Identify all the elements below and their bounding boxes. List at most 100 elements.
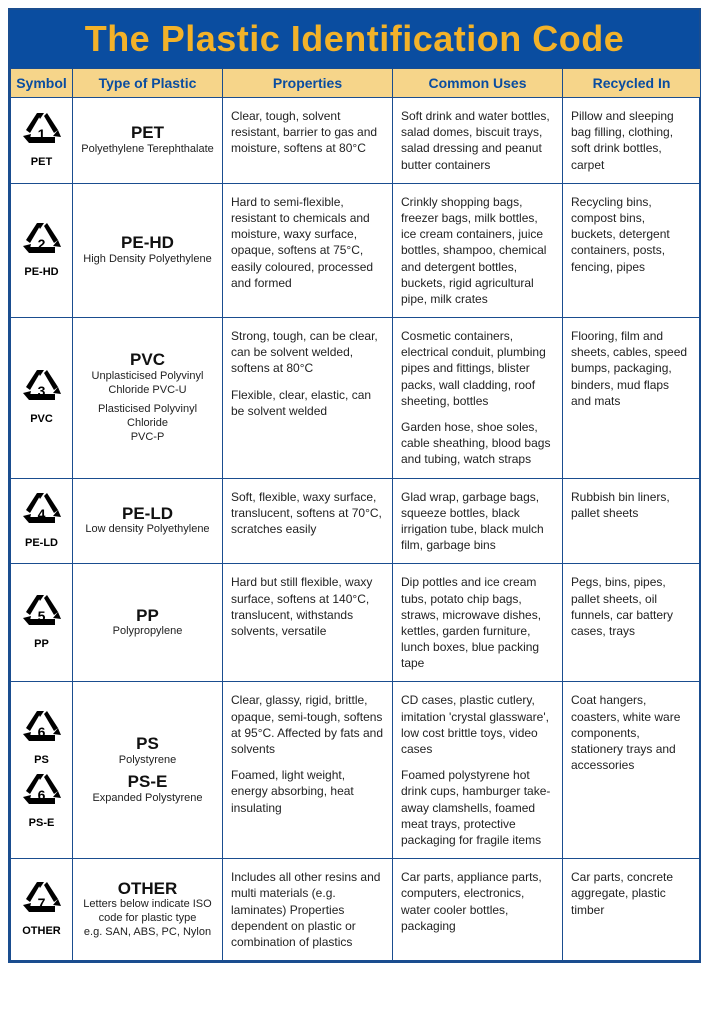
- type-full: Polypropylene: [81, 625, 214, 639]
- recycle-number: 4: [20, 505, 64, 524]
- recycle-number: 5: [20, 607, 64, 626]
- use-text: Cosmetic containers, electrical conduit,…: [401, 328, 554, 409]
- property-text: Strong, tough, can be clear, can be solv…: [231, 328, 384, 377]
- type-full: Plasticised Polyvinyl ChloridePVC-P: [81, 403, 214, 444]
- recycled-cell: Recycling bins, compost bins, buckets, d…: [563, 183, 701, 317]
- recycle-icon: 1: [20, 113, 64, 151]
- uses-cell: Dip pottles and ice cream tubs, potato c…: [393, 564, 563, 682]
- recycled-cell: Coat hangers, coasters, white ware compo…: [563, 682, 701, 859]
- type-abbr: PS: [81, 735, 214, 754]
- table-row: 5 PPPPPolypropyleneHard but still flexib…: [11, 564, 701, 682]
- recycled-cell: Flooring, film and sheets, cables, speed…: [563, 318, 701, 479]
- recycle-label: PE-HD: [20, 267, 64, 278]
- recycle-number: 6: [20, 786, 64, 805]
- recycle-icon: 5: [20, 595, 64, 633]
- recycle-number: 3: [20, 382, 64, 401]
- properties-cell: Includes all other resins and multi mate…: [223, 859, 393, 961]
- recycle-icon: 2: [20, 223, 64, 261]
- use-text: Foamed polystyrene hot drink cups, hambu…: [401, 767, 554, 848]
- uses-cell: Cosmetic containers, electrical conduit,…: [393, 318, 563, 479]
- type-full: Letters below indicate ISO code for plas…: [81, 898, 214, 939]
- table-row: 6 PS 6 PS-EPSPolystyrenePS-EExpanded Pol…: [11, 682, 701, 859]
- property-text: Hard but still flexible, waxy surface, s…: [231, 574, 384, 639]
- type-abbr: OTHER: [81, 880, 214, 899]
- properties-cell: Clear, glassy, rigid, brittle, opaque, s…: [223, 682, 393, 859]
- use-text: Car parts, appliance parts, computers, e…: [401, 869, 554, 934]
- type-cell: OTHERLetters below indicate ISO code for…: [73, 859, 223, 961]
- recycle-label: PP: [20, 639, 64, 650]
- property-text: Flexible, clear, elastic, can be solvent…: [231, 387, 384, 419]
- property-text: Soft, flexible, waxy surface, translucen…: [231, 489, 384, 538]
- type-full: Polyethylene Terephthalate: [81, 143, 214, 157]
- properties-cell: Soft, flexible, waxy surface, translucen…: [223, 478, 393, 564]
- use-text: Dip pottles and ice cream tubs, potato c…: [401, 574, 554, 671]
- type-abbr: PP: [81, 607, 214, 626]
- col-properties: Properties: [223, 69, 393, 98]
- property-text: Includes all other resins and multi mate…: [231, 869, 384, 950]
- symbol-cell: 1 PET: [11, 98, 73, 184]
- symbol-cell: 2 PE-HD: [11, 183, 73, 317]
- recycle-label: OTHER: [20, 926, 64, 937]
- uses-cell: Car parts, appliance parts, computers, e…: [393, 859, 563, 961]
- recycle-label: PE-LD: [20, 538, 64, 549]
- uses-cell: CD cases, plastic cutlery, imitation 'cr…: [393, 682, 563, 859]
- type-abbr: PE-HD: [81, 234, 214, 253]
- recycled-cell: Car parts, concrete aggregate, plastic t…: [563, 859, 701, 961]
- col-type: Type of Plastic: [73, 69, 223, 98]
- symbol-cell: 4 PE-LD: [11, 478, 73, 564]
- symbol-cell: 3 PVC: [11, 318, 73, 479]
- table-row: 3 PVCPVCUnplasticised Polyvinyl Chloride…: [11, 318, 701, 479]
- table-header-row: Symbol Type of Plastic Properties Common…: [11, 69, 701, 98]
- recycle-label: PVC: [20, 414, 64, 425]
- properties-cell: Clear, tough, solvent resistant, barrier…: [223, 98, 393, 184]
- property-text: Clear, glassy, rigid, brittle, opaque, s…: [231, 692, 384, 757]
- type-full: Polystyrene: [81, 754, 214, 768]
- col-uses: Common Uses: [393, 69, 563, 98]
- recycled-cell: Pillow and sleeping bag filling, cloth­i…: [563, 98, 701, 184]
- chart-container: The Plastic Identification Code Symbol T…: [8, 8, 701, 963]
- type-cell: PPPolypropylene: [73, 564, 223, 682]
- symbol-cell: 7 OTHER: [11, 859, 73, 961]
- use-text: Garden hose, shoe soles, cable sheathing…: [401, 419, 554, 468]
- type-cell: PSPolystyrene PS-EExpanded Polystyrene: [73, 682, 223, 859]
- recycle-icon: 7: [20, 882, 64, 920]
- properties-cell: Hard but still flexible, waxy surface, s…: [223, 564, 393, 682]
- recycle-icon: 3: [20, 370, 64, 408]
- recycled-cell: Rubbish bin liners, pallet sheets: [563, 478, 701, 564]
- type-full: Low density Polyethylene: [81, 523, 214, 537]
- type-abbr: PVC: [81, 351, 214, 370]
- type-abbr: PET: [81, 124, 214, 143]
- type-full: Expanded Polystyrene: [81, 792, 214, 806]
- col-recycled: Recycled In: [563, 69, 701, 98]
- property-text: Foamed, light weight, energy absorbing, …: [231, 767, 384, 816]
- symbol-cell: 6 PS 6 PS-E: [11, 682, 73, 859]
- col-symbol: Symbol: [11, 69, 73, 98]
- recycle-icon: 6: [20, 711, 64, 749]
- type-abbr: PE-LD: [81, 505, 214, 524]
- type-full: Unplasticised Polyvinyl Chloride PVC-U: [81, 370, 214, 398]
- table-row: 7 OTHEROTHERLetters below indicate ISO c…: [11, 859, 701, 961]
- type-abbr: PS-E: [81, 773, 214, 792]
- recycle-label: PS: [20, 755, 64, 766]
- recycle-number: 6: [20, 723, 64, 742]
- properties-cell: Strong, tough, can be clear, can be solv…: [223, 318, 393, 479]
- type-cell: PETPolyethylene Terephthalate: [73, 98, 223, 184]
- use-text: CD cases, plastic cutlery, imitation 'cr…: [401, 692, 554, 757]
- recycle-number: 7: [20, 894, 64, 913]
- type-cell: PE-HDHigh Density Polyethylene: [73, 183, 223, 317]
- plastic-code-table: Symbol Type of Plastic Properties Common…: [10, 68, 701, 961]
- uses-cell: Glad wrap, garbage bags, squeeze bottles…: [393, 478, 563, 564]
- type-full: High Density Polyethylene: [81, 253, 214, 267]
- uses-cell: Crinkly shopping bags, freezer bags, mil…: [393, 183, 563, 317]
- recycle-number: 2: [20, 235, 64, 254]
- use-text: Soft drink and water bottles, salad dome…: [401, 108, 554, 173]
- type-cell: PE-LDLow density Polyethylene: [73, 478, 223, 564]
- page-title: The Plastic Identification Code: [10, 10, 699, 68]
- recycle-icon: 6: [20, 774, 64, 812]
- uses-cell: Soft drink and water bottles, salad dome…: [393, 98, 563, 184]
- table-row: 1 PETPETPolyethylene TerephthalateClear,…: [11, 98, 701, 184]
- property-text: Hard to semi-flexible, resistant to chem…: [231, 194, 384, 291]
- table-row: 4 PE-LDPE-LDLow density PolyethyleneSoft…: [11, 478, 701, 564]
- recycled-cell: Pegs, bins, pipes, pallet sheets, oil fu…: [563, 564, 701, 682]
- type-cell: PVCUnplasticised Polyvinyl Chloride PVC-…: [73, 318, 223, 479]
